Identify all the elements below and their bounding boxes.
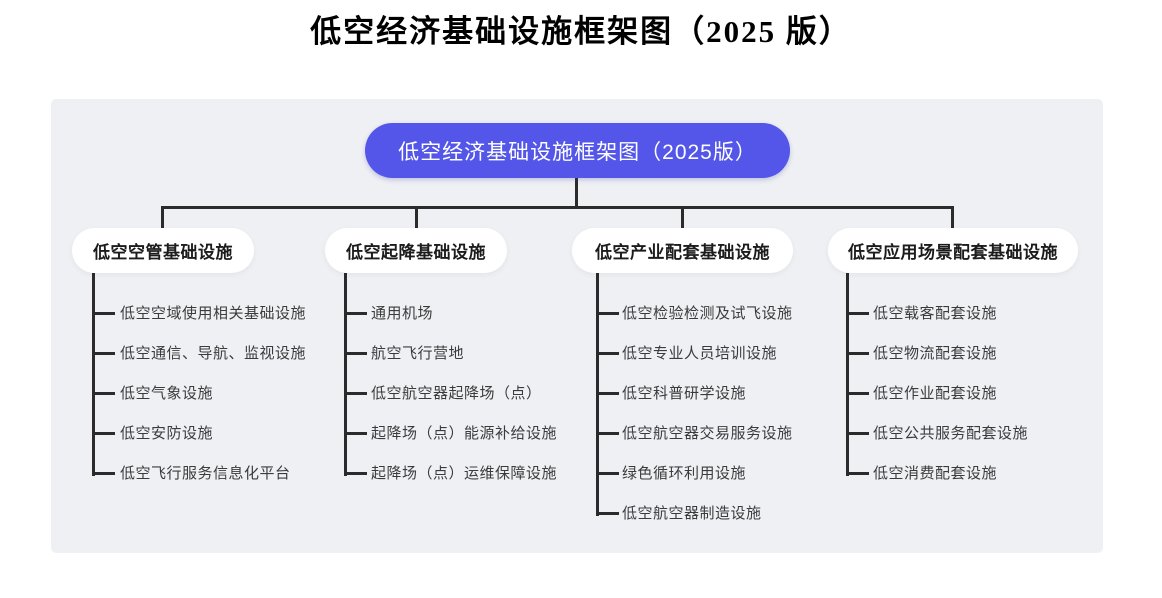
tree-item: 低空专业人员培训设施 xyxy=(622,345,778,362)
branch-tick xyxy=(92,392,115,395)
branch-tick xyxy=(846,472,869,475)
tree-item: 低空飞行服务信息化平台 xyxy=(120,465,291,482)
tree-item: 低空安防设施 xyxy=(120,425,214,442)
tree-item: 低空通信、导航、监视设施 xyxy=(120,345,307,362)
tree-item: 低空载客配套设施 xyxy=(873,305,998,322)
branch-tick xyxy=(92,432,115,435)
tree-item: 低空检验检测及试飞设施 xyxy=(622,305,793,322)
branch-tick xyxy=(344,472,367,475)
tree-item: 低空航空器起降场（点） xyxy=(371,385,542,402)
branch-tick xyxy=(846,312,869,315)
tree-item: 起降场（点）能源补给设施 xyxy=(371,425,558,442)
connector-drop-2 xyxy=(415,206,418,228)
tree-item: 低空公共服务配套设施 xyxy=(873,425,1029,442)
branch-tick xyxy=(92,472,115,475)
root-node: 低空经济基础设施框架图（2025版） xyxy=(365,123,790,178)
tree-item: 低空空域使用相关基础设施 xyxy=(120,305,307,322)
branch-tick xyxy=(846,392,869,395)
branch-tick xyxy=(596,512,619,515)
branch-spine xyxy=(846,273,849,476)
tree-item: 低空气象设施 xyxy=(120,385,214,402)
diagram-canvas: 低空经济基础设施框架图（2025版） 低空空管基础设施 低空空域使用相关基础设施… xyxy=(51,99,1103,553)
branch-tick xyxy=(344,352,367,355)
connector-bus xyxy=(161,206,954,209)
tree-item: 低空航空器制造设施 xyxy=(622,505,762,522)
branch-tick xyxy=(596,352,619,355)
page-title: 低空经济基础设施框架图（2025 版） xyxy=(310,14,852,49)
tree-item: 低空航空器交易服务设施 xyxy=(622,425,793,442)
tree-item: 低空科普研学设施 xyxy=(622,385,747,402)
branch-tick xyxy=(344,432,367,435)
tree-item: 通用机场 xyxy=(371,305,434,322)
branch-tick xyxy=(596,472,619,475)
category-pill: 低空应用场景配套基础设施 xyxy=(828,228,1078,273)
branch-tick xyxy=(846,432,869,435)
category-pill: 低空起降基础设施 xyxy=(325,228,507,273)
branch-tick xyxy=(846,352,869,355)
connector-drop-1 xyxy=(161,206,164,228)
tree-item: 起降场（点）运维保障设施 xyxy=(371,465,558,482)
tree-item: 低空物流配套设施 xyxy=(873,345,998,362)
connector-root-stem xyxy=(575,178,578,206)
branch-tick xyxy=(344,312,367,315)
category-pill: 低空产业配套基础设施 xyxy=(572,228,793,273)
tree-item: 绿色循环利用设施 xyxy=(622,465,747,482)
branch-tick xyxy=(596,432,619,435)
connector-drop-3 xyxy=(681,206,684,228)
connector-drop-4 xyxy=(951,206,954,228)
branch-tick xyxy=(92,352,115,355)
tree-item: 航空飞行营地 xyxy=(371,345,465,362)
branch-spine xyxy=(344,273,347,476)
branch-spine xyxy=(92,273,95,476)
branch-tick xyxy=(344,392,367,395)
branch-tick xyxy=(596,392,619,395)
branch-tick xyxy=(596,312,619,315)
tree-item: 低空作业配套设施 xyxy=(873,385,998,402)
branch-tick xyxy=(92,312,115,315)
category-pill: 低空空管基础设施 xyxy=(72,228,254,273)
tree-item: 低空消费配套设施 xyxy=(873,465,998,482)
